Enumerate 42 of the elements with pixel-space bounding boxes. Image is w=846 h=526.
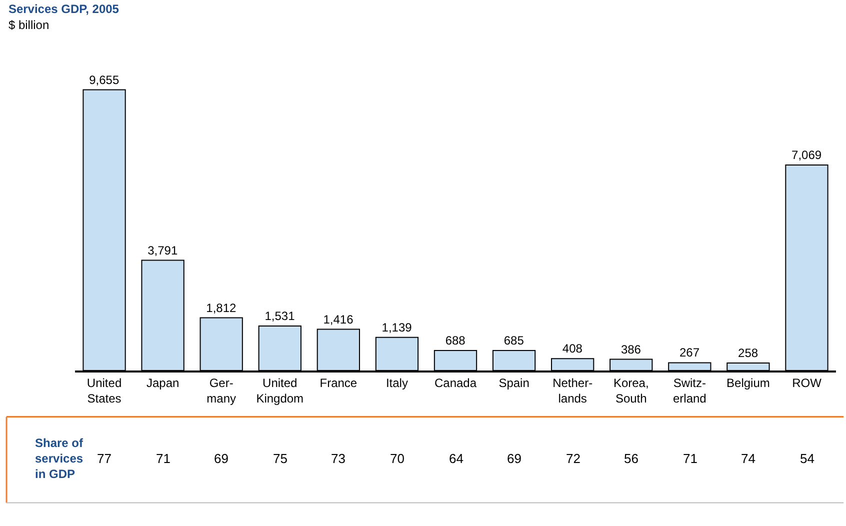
text: Share of services in GDP: [35, 436, 84, 482]
text: 70: [390, 451, 404, 466]
text: 72: [566, 451, 580, 466]
data-label: 9,655: [89, 72, 120, 87]
x-tick-label: Switz- erland: [672, 376, 706, 406]
data-label: 1,416: [323, 312, 354, 326]
text: 71: [683, 451, 698, 466]
data-label: 258: [738, 346, 758, 360]
text: 77: [97, 451, 112, 466]
data-label: 688: [445, 333, 466, 348]
x-tick-label: Korea, South: [613, 376, 649, 406]
text: 64: [449, 451, 464, 466]
data-label: 408: [562, 342, 583, 356]
data-label: 267: [679, 346, 700, 360]
x-tick-label: Nether- lands: [552, 376, 593, 406]
x-tick-label: Japan: [146, 376, 180, 390]
chart-title: Services GDP, 2005: [8, 2, 120, 16]
text: 56: [624, 451, 638, 466]
chart-subtitle: $ billion: [8, 18, 50, 32]
x-tick-label: Spain: [498, 376, 530, 390]
text: 69: [214, 451, 228, 466]
data-label: 685: [504, 334, 524, 348]
x-tick-label: United Kingdom: [256, 376, 304, 406]
text: 54: [800, 451, 814, 466]
data-label: 386: [620, 342, 642, 356]
x-tick-label: France: [320, 376, 358, 390]
x-tick-label: United States: [86, 376, 122, 406]
data-label: 3,791: [148, 243, 178, 258]
x-tick-label: Italy: [386, 376, 408, 390]
x-tick-label: Belgium: [726, 376, 770, 390]
data-label: 1,531: [264, 308, 296, 323]
text: 74: [741, 451, 756, 466]
text: 69: [507, 451, 522, 466]
data-label: 1,812: [206, 300, 237, 315]
data-label: 7,069: [792, 148, 822, 162]
text: 71: [156, 451, 170, 466]
data-label: 1,139: [382, 320, 412, 334]
x-tick-label: Canada: [434, 376, 477, 390]
text: 73: [331, 451, 346, 466]
x-tick-label: Ger- many: [206, 376, 236, 406]
text: 75: [273, 451, 288, 466]
x-tick-label: ROW: [792, 376, 822, 390]
